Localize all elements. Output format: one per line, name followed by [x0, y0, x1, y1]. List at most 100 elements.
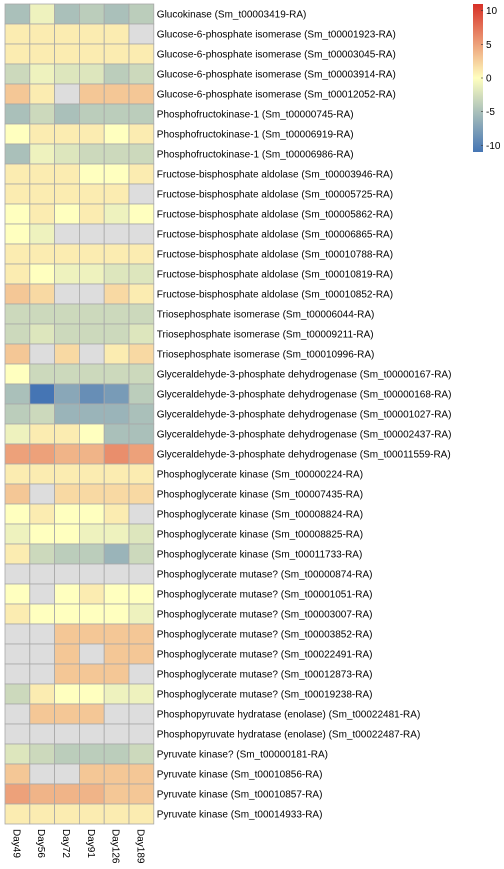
row-label: Phosphoglycerate mutase? (Sm_t00003007-R…: [157, 610, 373, 621]
heatmap-cell: [54, 263, 80, 285]
heatmap-cell: [128, 403, 155, 425]
heatmap-cell: [54, 343, 80, 365]
heatmap-cell: [29, 603, 55, 625]
heatmap-cell: [103, 483, 130, 505]
heatmap-cell: [79, 323, 105, 345]
heatmap-cells: [4, 3, 155, 825]
heatmap-cell: [128, 283, 155, 305]
row-label: Glucose-6-phosphate isomerase (Sm_t00012…: [157, 90, 396, 101]
column-label: Day49: [10, 829, 21, 858]
heatmap-cell: [128, 563, 155, 585]
color-legend: 10 5 0 -5 -10: [473, 4, 501, 152]
heatmap-cell: [103, 283, 130, 305]
row-label: Fructose-bisphosphate aldolase (Sm_t0000…: [157, 190, 393, 201]
heatmap-cell: [4, 503, 31, 525]
heatmap-cell: [54, 423, 80, 445]
heatmap-cell: [4, 583, 31, 605]
heatmap-cell: [103, 543, 130, 565]
heatmap-cell: [4, 243, 31, 265]
heatmap-cell: [103, 563, 130, 585]
heatmap-cell: [4, 763, 31, 785]
row-label: Glucose-6-phosphate isomerase (Sm_t00003…: [157, 50, 396, 61]
heatmap-cell: [54, 723, 80, 745]
heatmap-cell: [103, 223, 130, 245]
heatmap-cell: [79, 23, 105, 45]
heatmap-cell: [4, 123, 31, 145]
column-label: Day126: [110, 829, 121, 864]
heatmap-cell: [54, 703, 80, 725]
heatmap-cell: [103, 83, 130, 105]
heatmap-cell: [4, 183, 31, 205]
legend-tick-label: -5: [486, 107, 495, 118]
heatmap-cell: [4, 723, 31, 745]
heatmap-cell: [54, 463, 80, 485]
row-label: Glyceraldehyde-3-phosphate dehydrogenase…: [157, 430, 452, 441]
heatmap-cell: [103, 723, 130, 745]
row-label: Phosphoglycerate kinase (Sm_t00008824-RA…: [157, 510, 363, 521]
heatmap-cell: [29, 103, 55, 125]
legend-tick-label: 10: [486, 6, 498, 17]
heatmap-cell: [29, 443, 55, 465]
row-label: Glyceraldehyde-3-phosphate dehydrogenase…: [157, 390, 452, 401]
heatmap-cell: [128, 643, 155, 665]
heatmap-cell: [4, 803, 31, 825]
row-label: Phosphofructokinase-1 (Sm_t00006986-RA): [157, 150, 354, 161]
row-label: Pyruvate kinase (Sm_t00010857-RA): [157, 790, 323, 801]
heatmap-cell: [79, 483, 105, 505]
row-label: Glyceraldehyde-3-phosphate dehydrogenase…: [157, 450, 451, 461]
heatmap-cell: [103, 583, 130, 605]
row-label: Phosphofructokinase-1 (Sm_t00000745-RA): [157, 110, 354, 121]
heatmap-cell: [29, 703, 55, 725]
row-label: Pyruvate kinase? (Sm_t00000181-RA): [157, 750, 328, 761]
row-label: Fructose-bisphosphate aldolase (Sm_t0000…: [157, 230, 393, 241]
heatmap-cell: [79, 403, 105, 425]
heatmap-cell: [54, 223, 80, 245]
heatmap-cell: [79, 143, 105, 165]
heatmap-cell: [128, 143, 155, 165]
heatmap-cell: [79, 523, 105, 545]
heatmap-cell: [103, 423, 130, 445]
row-label: Phosphoglycerate mutase? (Sm_t00001051-R…: [157, 590, 373, 601]
row-label: Triosephosphate isomerase (Sm_t00006044-…: [157, 310, 375, 321]
heatmap-cell: [128, 543, 155, 565]
legend-color-bar: [473, 4, 483, 152]
heatmap-cell: [54, 643, 80, 665]
heatmap-cell: [54, 323, 80, 345]
heatmap-cell: [128, 763, 155, 785]
heatmap-cell: [128, 383, 155, 405]
heatmap-cell: [29, 563, 55, 585]
heatmap-cell: [79, 303, 105, 325]
heatmap-cell: [4, 423, 31, 445]
column-label: Day72: [60, 829, 71, 858]
row-label: Phosphoglycerate mutase? (Sm_t00012873-R…: [157, 670, 373, 681]
heatmap-cell: [4, 743, 31, 765]
heatmap-cell: [79, 583, 105, 605]
row-label: Phosphopyruvate hydratase (enolase) (Sm_…: [157, 730, 421, 741]
heatmap-cell: [79, 283, 105, 305]
heatmap-cell: [29, 523, 55, 545]
row-label: Phosphoglycerate kinase (Sm_t00008825-RA…: [157, 530, 363, 541]
heatmap-cell: [29, 83, 55, 105]
heatmap-cell: [4, 703, 31, 725]
heatmap-cell: [54, 103, 80, 125]
heatmap-cell: [29, 243, 55, 265]
row-label: Triosephosphate isomerase (Sm_t00009211-…: [157, 330, 374, 341]
row-label: Fructose-bisphosphate aldolase (Sm_t0000…: [157, 170, 393, 181]
row-label: Glyceraldehyde-3-phosphate dehydrogenase…: [157, 370, 452, 381]
heatmap-cell: [128, 263, 155, 285]
row-label: Phosphoglycerate mutase? (Sm_t00019238-R…: [157, 690, 373, 701]
legend-tick-label: 0: [486, 74, 492, 85]
heatmap-cell: [4, 543, 31, 565]
row-label: Fructose-bisphosphate aldolase (Sm_t0001…: [157, 270, 393, 281]
heatmap-cell: [79, 63, 105, 85]
heatmap-cell: [79, 343, 105, 365]
heatmap-cell: [29, 783, 55, 805]
row-label: Triosephosphate isomerase (Sm_t00010996-…: [157, 350, 375, 361]
heatmap-cell: [103, 183, 130, 205]
heatmap-cell: [128, 123, 155, 145]
heatmap-cell: [128, 583, 155, 605]
heatmap-cell: [54, 683, 80, 705]
heatmap-cell: [103, 683, 130, 705]
heatmap-cell: [128, 503, 155, 525]
heatmap-cell: [29, 663, 55, 685]
